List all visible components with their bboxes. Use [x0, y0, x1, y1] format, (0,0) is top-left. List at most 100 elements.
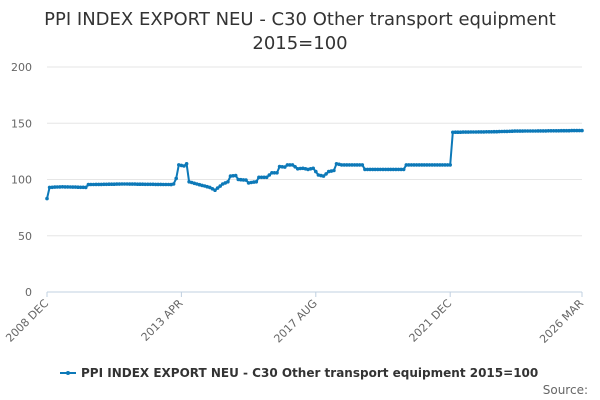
- data-point[interactable]: [47, 185, 52, 190]
- data-point[interactable]: [347, 163, 352, 167]
- data-point[interactable]: [386, 167, 391, 172]
- data-point[interactable]: [275, 171, 279, 175]
- data-point[interactable]: [84, 185, 88, 190]
- data-point[interactable]: [401, 167, 406, 172]
- data-point[interactable]: [156, 182, 160, 187]
- data-point[interactable]: [324, 172, 328, 176]
- data-point[interactable]: [164, 182, 168, 187]
- data-point[interactable]: [443, 163, 447, 167]
- data-point[interactable]: [254, 180, 259, 184]
- data-point[interactable]: [73, 185, 78, 189]
- data-point[interactable]: [127, 182, 132, 186]
- data-point[interactable]: [65, 185, 70, 189]
- data-point[interactable]: [451, 130, 455, 135]
- data-point[interactable]: [298, 166, 303, 171]
- data-point[interactable]: [515, 129, 520, 133]
- data-point[interactable]: [435, 163, 440, 167]
- data-point[interactable]: [497, 129, 502, 134]
- data-point[interactable]: [76, 185, 80, 189]
- data-point[interactable]: [272, 171, 277, 175]
- data-point[interactable]: [357, 163, 362, 167]
- data-point[interactable]: [120, 182, 124, 186]
- data-point[interactable]: [283, 165, 287, 169]
- data-point[interactable]: [78, 185, 83, 190]
- data-point[interactable]: [407, 163, 411, 167]
- data-point[interactable]: [182, 164, 186, 168]
- data-point[interactable]: [476, 130, 481, 134]
- data-point[interactable]: [474, 130, 478, 134]
- data-point[interactable]: [239, 177, 243, 182]
- data-point[interactable]: [577, 128, 582, 133]
- data-point[interactable]: [432, 163, 437, 167]
- data-point[interactable]: [91, 182, 96, 187]
- data-point[interactable]: [50, 185, 54, 190]
- data-point[interactable]: [502, 129, 507, 134]
- data-point[interactable]: [453, 130, 458, 134]
- data-point[interactable]: [417, 163, 422, 167]
- data-point[interactable]: [538, 129, 543, 133]
- data-point[interactable]: [166, 182, 171, 187]
- data-point[interactable]: [267, 173, 272, 177]
- data-point[interactable]: [135, 182, 140, 186]
- data-point[interactable]: [363, 167, 367, 172]
- data-point[interactable]: [580, 128, 584, 133]
- data-point[interactable]: [321, 174, 326, 178]
- data-point[interactable]: [102, 182, 106, 187]
- data-point[interactable]: [438, 163, 442, 167]
- data-point[interactable]: [58, 185, 62, 189]
- data-point[interactable]: [492, 129, 496, 134]
- data-point[interactable]: [213, 188, 217, 192]
- data-point[interactable]: [244, 178, 248, 182]
- data-point[interactable]: [365, 167, 370, 172]
- data-point[interactable]: [376, 167, 380, 172]
- data-point[interactable]: [112, 182, 116, 186]
- data-point[interactable]: [523, 129, 527, 133]
- data-point[interactable]: [81, 185, 85, 190]
- data-point[interactable]: [184, 162, 189, 166]
- data-point[interactable]: [388, 167, 393, 172]
- data-point[interactable]: [487, 130, 491, 134]
- data-point[interactable]: [404, 163, 409, 167]
- data-point[interactable]: [355, 163, 359, 167]
- data-point[interactable]: [360, 163, 365, 167]
- data-point[interactable]: [507, 129, 512, 134]
- data-point[interactable]: [430, 163, 434, 167]
- data-point[interactable]: [383, 167, 388, 172]
- data-point[interactable]: [489, 130, 494, 134]
- data-point[interactable]: [130, 182, 135, 186]
- data-point[interactable]: [146, 182, 150, 187]
- data-point[interactable]: [458, 130, 463, 134]
- data-point[interactable]: [373, 167, 378, 172]
- data-point[interactable]: [345, 163, 349, 167]
- data-point[interactable]: [352, 163, 357, 167]
- data-point[interactable]: [409, 163, 414, 167]
- data-point[interactable]: [109, 182, 114, 186]
- data-point[interactable]: [45, 196, 49, 201]
- data-point[interactable]: [572, 128, 576, 133]
- data-point[interactable]: [148, 182, 153, 187]
- data-point[interactable]: [471, 130, 476, 134]
- data-point[interactable]: [559, 128, 564, 133]
- data-point[interactable]: [414, 163, 419, 167]
- data-point[interactable]: [228, 174, 233, 178]
- data-point[interactable]: [350, 163, 354, 167]
- data-point[interactable]: [151, 182, 155, 187]
- data-point[interactable]: [215, 186, 220, 190]
- data-point[interactable]: [174, 176, 178, 181]
- data-point[interactable]: [479, 130, 484, 134]
- data-point[interactable]: [370, 167, 375, 172]
- data-point[interactable]: [482, 130, 486, 134]
- data-point[interactable]: [259, 175, 264, 180]
- data-point[interactable]: [544, 129, 548, 133]
- data-point[interactable]: [231, 174, 235, 178]
- data-point[interactable]: [342, 163, 347, 167]
- data-point[interactable]: [494, 129, 499, 134]
- data-point[interactable]: [528, 129, 533, 133]
- data-point[interactable]: [233, 173, 238, 178]
- data-point[interactable]: [171, 182, 176, 186]
- data-point[interactable]: [469, 130, 473, 134]
- data-point[interactable]: [71, 185, 75, 189]
- data-point[interactable]: [448, 163, 453, 167]
- data-point[interactable]: [391, 167, 396, 172]
- data-point[interactable]: [556, 129, 561, 133]
